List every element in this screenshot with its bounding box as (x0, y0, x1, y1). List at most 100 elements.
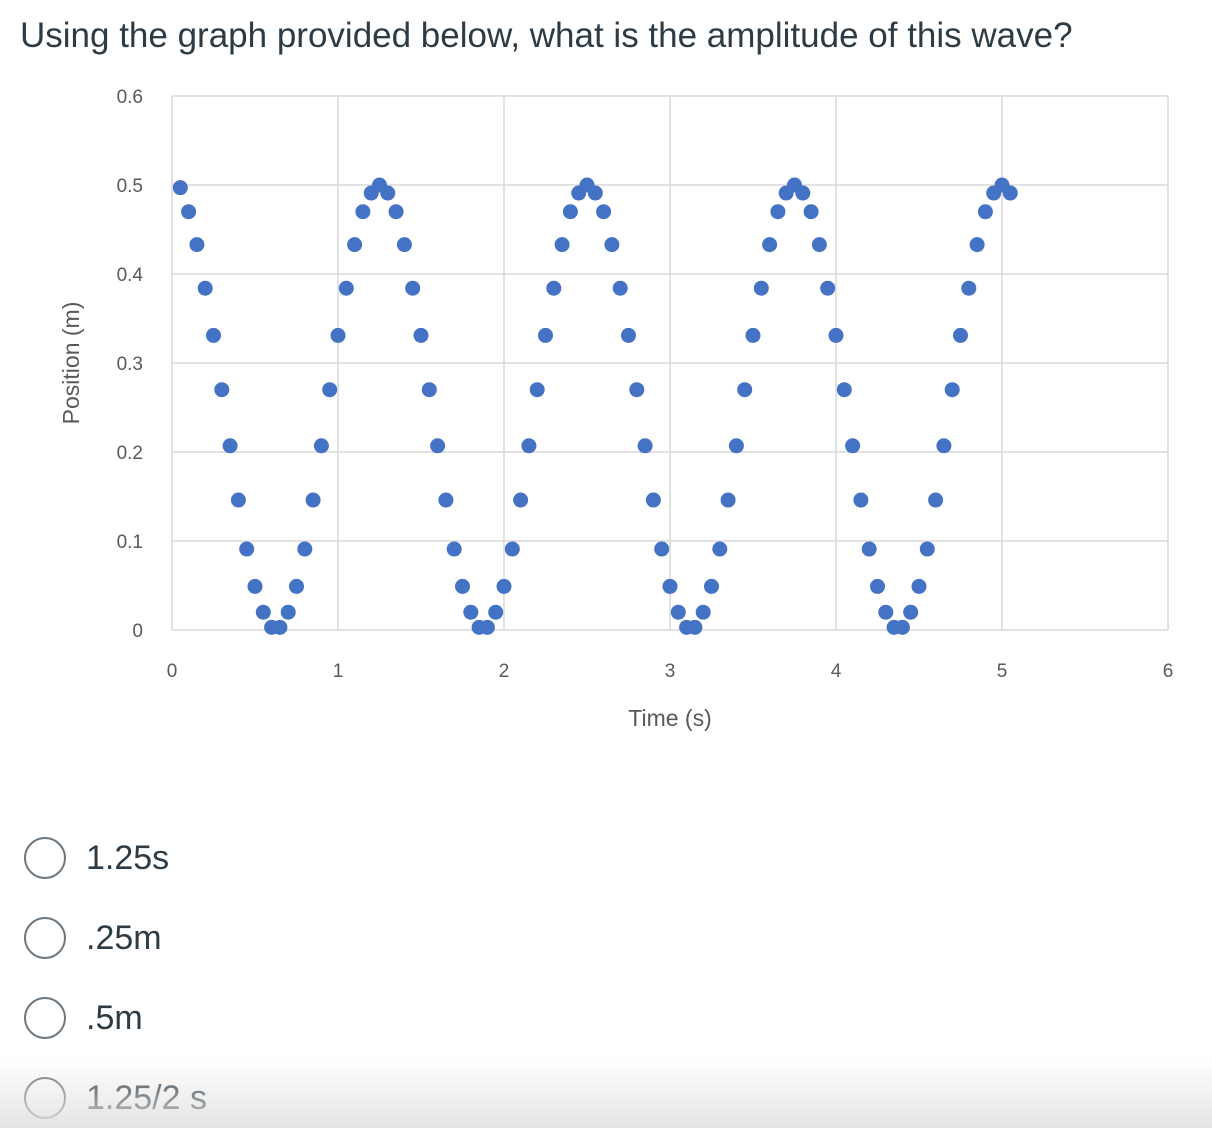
data-point (181, 204, 197, 220)
data-point (612, 280, 628, 296)
x-tick-label: 1 (333, 661, 344, 682)
data-point (820, 280, 836, 296)
data-point (513, 492, 529, 508)
data-point (704, 578, 719, 594)
data-point (894, 619, 910, 635)
answer-option[interactable]: .5m (24, 994, 143, 1042)
data-point (629, 382, 645, 398)
data-point (687, 619, 703, 635)
data-point (396, 237, 412, 253)
data-point (670, 604, 686, 620)
y-tick-label: 0.4 (117, 265, 144, 286)
y-tick-label: 0.5 (117, 176, 143, 197)
data-point (347, 237, 363, 253)
y-tick-labels: 0 0.1 0.2 0.3 0.4 0.5 0.6 (117, 87, 144, 642)
x-tick-label: 5 (997, 661, 1008, 682)
data-point (330, 327, 346, 343)
data-point (870, 578, 885, 594)
data-point (280, 604, 296, 620)
data-point (795, 185, 811, 201)
data-point (206, 327, 221, 343)
chart-grid (171, 95, 1169, 631)
x-tick-label: 0 (167, 661, 178, 682)
data-point (421, 382, 437, 398)
radio-button[interactable] (24, 1077, 66, 1119)
data-point (604, 237, 620, 253)
data-point (695, 604, 711, 620)
data-point (728, 438, 744, 454)
answer-label: 1.25/2 s (86, 1078, 207, 1117)
data-point (538, 327, 553, 343)
data-point (737, 382, 753, 398)
answer-option[interactable]: 1.25/2 s (24, 1074, 207, 1122)
data-point (338, 280, 354, 296)
data-point (836, 382, 852, 398)
answer-option[interactable]: 1.25s (24, 834, 169, 882)
answer-label: .25m (86, 918, 162, 957)
data-point (562, 204, 578, 220)
x-tick-label: 2 (499, 661, 510, 682)
data-point (654, 541, 670, 557)
data-point (878, 604, 894, 620)
y-tick-label: 0.2 (117, 443, 143, 464)
data-point (521, 438, 537, 454)
data-point (936, 438, 952, 454)
data-point (239, 541, 255, 557)
data-point (446, 541, 462, 557)
data-point (662, 578, 678, 594)
data-point (222, 438, 238, 454)
y-tick-label: 0.3 (117, 354, 143, 375)
x-tick-label: 6 (1163, 661, 1174, 682)
data-point (554, 237, 570, 253)
position-time-chart: 0 0.1 0.2 0.3 0.4 0.5 0.6 0 1 2 3 4 5 6 Position (m)… (58, 87, 1174, 731)
data-point (388, 204, 404, 220)
data-point (313, 438, 329, 454)
radio-button[interactable] (24, 837, 66, 879)
data-point (197, 280, 213, 296)
answer-option[interactable]: .25m (24, 914, 162, 962)
data-point (172, 180, 188, 196)
y-tick-label: 0.6 (117, 87, 143, 108)
data-point (770, 204, 786, 220)
x-tick-label: 4 (831, 661, 842, 682)
data-point (903, 604, 919, 620)
data-point (230, 492, 246, 508)
data-point (496, 578, 512, 594)
y-tick-label: 0.1 (117, 532, 143, 553)
radio-button[interactable] (24, 917, 66, 959)
data-point (645, 492, 661, 508)
data-point (214, 382, 230, 398)
data-point (953, 327, 968, 343)
x-axis-label: Time (s) (628, 705, 711, 731)
answer-label: .5m (86, 998, 143, 1037)
data-point (944, 382, 960, 398)
x-tick-labels: 0 1 2 3 4 5 6 (167, 661, 1174, 682)
data-point (911, 578, 927, 594)
y-axis-label: Position (m) (58, 302, 84, 425)
data-point (621, 327, 636, 343)
question-text: Using the graph provided below, what is … (20, 16, 1073, 55)
data-point (720, 492, 736, 508)
data-point (430, 438, 446, 454)
data-point (712, 541, 728, 557)
x-tick-label: 3 (665, 661, 676, 682)
data-point (762, 237, 778, 253)
data-point (977, 204, 993, 220)
data-point (745, 327, 761, 343)
data-point (488, 604, 504, 620)
data-point (289, 578, 304, 594)
data-point (803, 204, 819, 220)
data-point (529, 382, 545, 398)
data-point (637, 438, 653, 454)
data-point (355, 204, 371, 220)
data-point (928, 492, 944, 508)
data-point (438, 492, 454, 508)
data-points (172, 177, 1018, 635)
data-point (596, 204, 612, 220)
data-point (546, 280, 562, 296)
data-point (297, 541, 313, 557)
data-point (189, 237, 205, 253)
radio-button[interactable] (24, 997, 66, 1039)
data-point (753, 280, 769, 296)
data-point (255, 604, 271, 620)
